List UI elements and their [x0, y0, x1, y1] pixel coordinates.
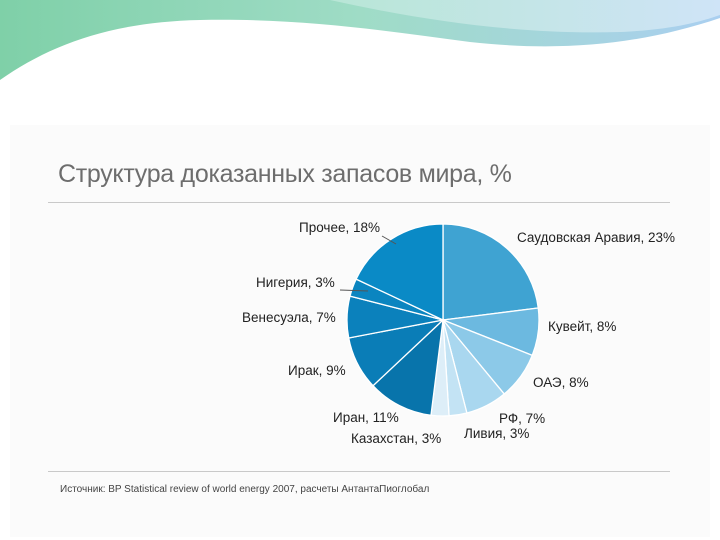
leader-line-nigeria — [339, 289, 369, 292]
slice-label-prochee: Прочее, 18% — [299, 220, 380, 235]
leader-line-prochee — [381, 235, 397, 245]
slice-label-uae: ОАЭ, 8% — [533, 375, 589, 390]
slice-label-russia: РФ, 7% — [499, 411, 545, 426]
leader-lines — [339, 235, 397, 292]
header-wave-decoration — [0, 0, 720, 86]
slice-label-venezuela: Венесуэла, 7% — [242, 310, 336, 325]
slice-label-libya: Ливия, 3% — [464, 426, 529, 441]
pie-slice-iran — [372, 318, 444, 416]
pie-slices — [346, 223, 540, 417]
slice-labels: Саудовская Аравия, 23% Кувейт, 8% ОАЭ, 8… — [242, 220, 675, 446]
title-divider — [48, 202, 670, 203]
slice-label-kuwait: Кувейт, 8% — [548, 319, 616, 334]
pie-slice-prochee — [355, 223, 444, 322]
slice-label-nigeria: Нигерия, 3% — [256, 275, 335, 290]
slice-label-saudi-arabia: Саудовская Аравия, 23% — [517, 230, 675, 245]
pie-slice-saudi-arabia — [442, 223, 539, 321]
chart-title: Структура доказанных запасов мира, % — [58, 160, 512, 188]
slice-label-kazakhstan: Казахстан, 3% — [351, 431, 441, 446]
slice-label-iran: Иран, 11% — [333, 410, 399, 425]
source-divider — [48, 471, 670, 472]
slice-label-iraq: Ирак, 9% — [288, 363, 346, 378]
source-note: Источник: BP Statistical review of world… — [60, 484, 430, 495]
